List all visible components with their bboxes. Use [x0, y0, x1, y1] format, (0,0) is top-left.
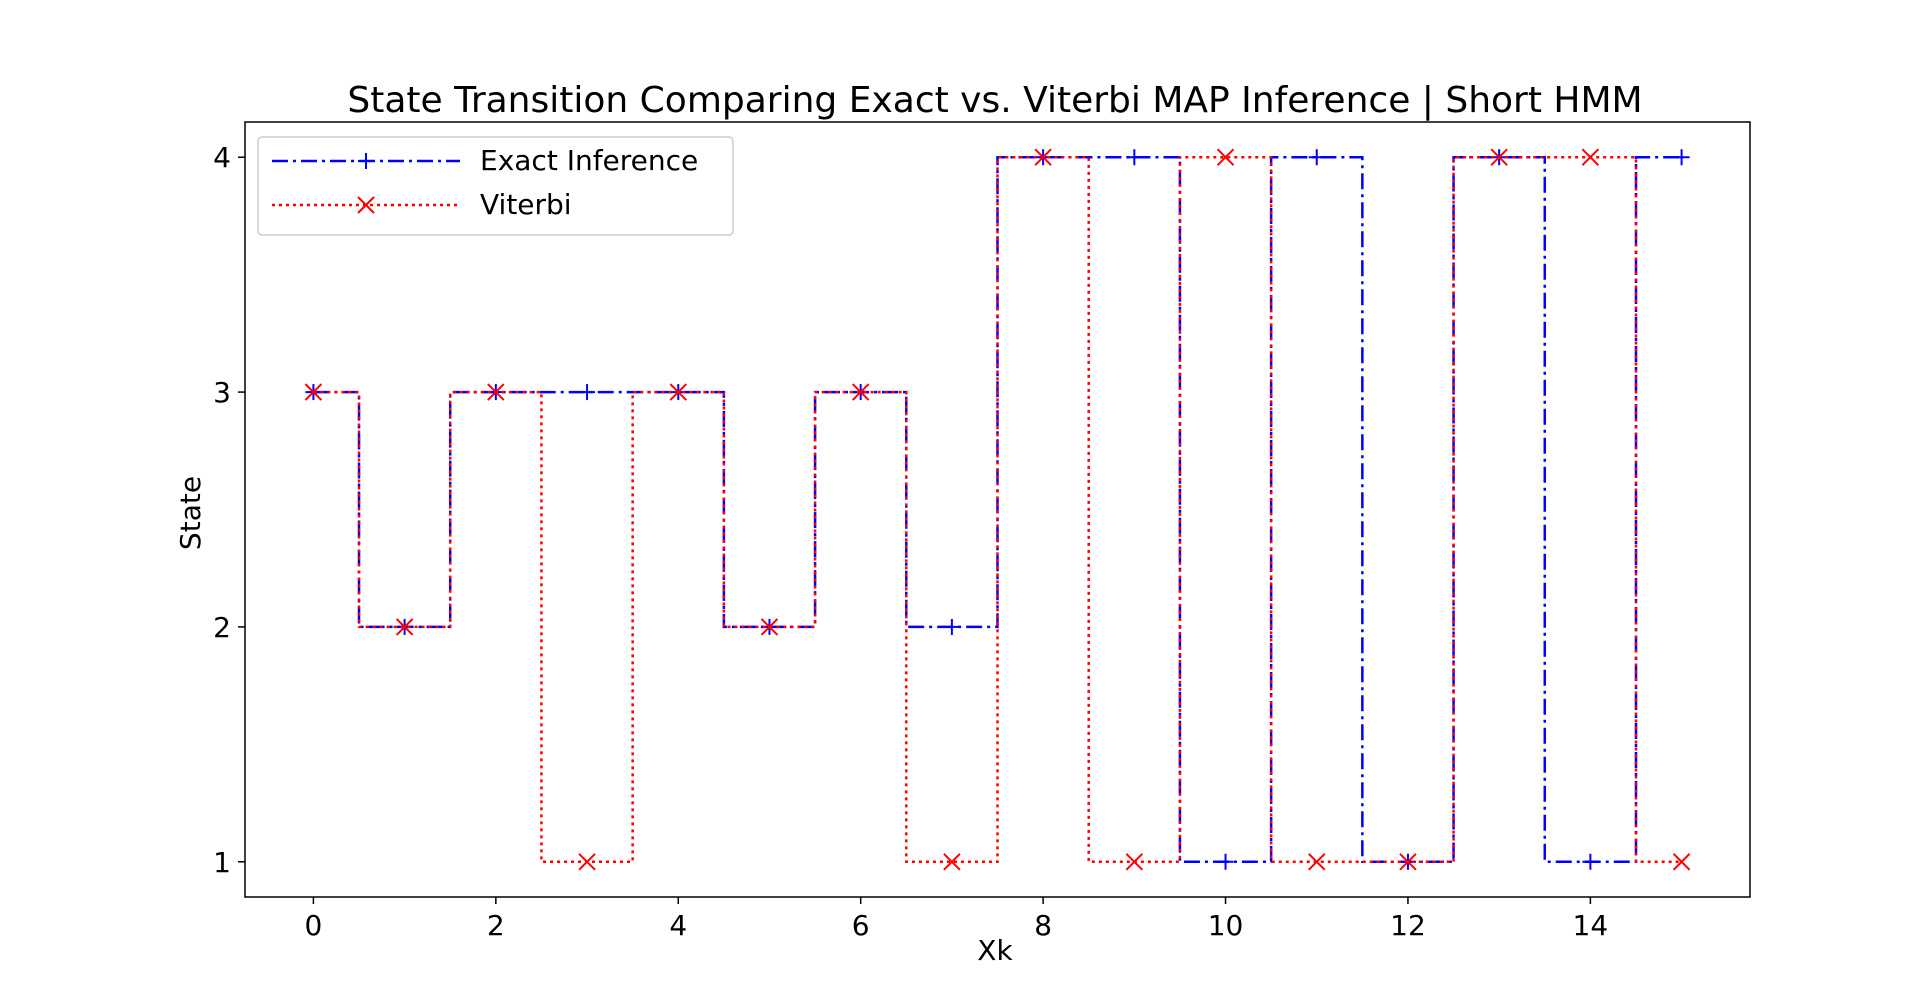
- data-point-exact-inference: [1217, 853, 1234, 870]
- data-point-viterbi: [487, 383, 505, 401]
- data-point-viterbi: [1672, 853, 1691, 871]
- x-tick-label: 6: [852, 909, 870, 942]
- data-point-viterbi: [851, 383, 870, 401]
- data-point-exact-inference: [1126, 149, 1143, 166]
- legend: Exact Inference Viterbi: [257, 136, 734, 236]
- data-point-viterbi: [395, 618, 414, 636]
- legend-frame: [257, 136, 734, 236]
- y-tick-label: 1: [213, 846, 231, 879]
- x-axis-label: Xk: [977, 934, 1013, 967]
- data-point-viterbi: [1125, 853, 1144, 871]
- data-point-exact-inference: [579, 384, 596, 401]
- legend-label: Exact Inference: [480, 144, 698, 177]
- legend-marker-exact-inference: [358, 153, 374, 169]
- y-tick-label: 2: [213, 611, 231, 644]
- x-tick-label: 8: [1034, 909, 1052, 942]
- data-point-viterbi: [1581, 148, 1600, 166]
- legend-entry-exact-inference: Exact Inference: [272, 144, 698, 177]
- data-point-viterbi: [1216, 148, 1235, 166]
- legend-label: Viterbi: [480, 188, 572, 221]
- data-point-viterbi: [760, 618, 779, 636]
- data-point-viterbi: [943, 853, 961, 871]
- legend-swatch-marker: [358, 153, 374, 169]
- legend-swatch-marker: [357, 196, 375, 214]
- x-tick-label: 0: [304, 909, 322, 942]
- legend-entry-viterbi: Viterbi: [272, 188, 572, 221]
- x-tick-label: 10: [1208, 909, 1244, 942]
- data-point-exact-inference: [1308, 149, 1325, 166]
- data-point-viterbi: [1034, 148, 1052, 166]
- x-tick-label: 14: [1573, 909, 1609, 942]
- chart-title: State Transition Comparing Exact vs. Vit…: [347, 80, 1642, 121]
- x-tick-label: 12: [1390, 909, 1426, 942]
- data-point-exact-inference: [1582, 853, 1599, 870]
- data-point-viterbi: [1490, 148, 1508, 166]
- data-point-viterbi: [578, 853, 596, 871]
- x-tick-label: 4: [669, 909, 687, 942]
- data-point-viterbi: [1308, 853, 1326, 871]
- data-point-viterbi: [669, 383, 687, 401]
- legend-marker-viterbi: [357, 196, 375, 214]
- data-point-viterbi: [1399, 853, 1417, 871]
- y-tick-label: 4: [213, 141, 231, 174]
- y-tick-label: 3: [213, 376, 231, 409]
- data-point-exact-inference: [943, 618, 960, 635]
- y-axis-label: State: [174, 476, 207, 550]
- axes-frame: [244, 121, 1751, 898]
- data-point-exact-inference: [1673, 149, 1690, 166]
- x-tick-label: 2: [487, 909, 505, 942]
- data-point-viterbi: [304, 383, 323, 401]
